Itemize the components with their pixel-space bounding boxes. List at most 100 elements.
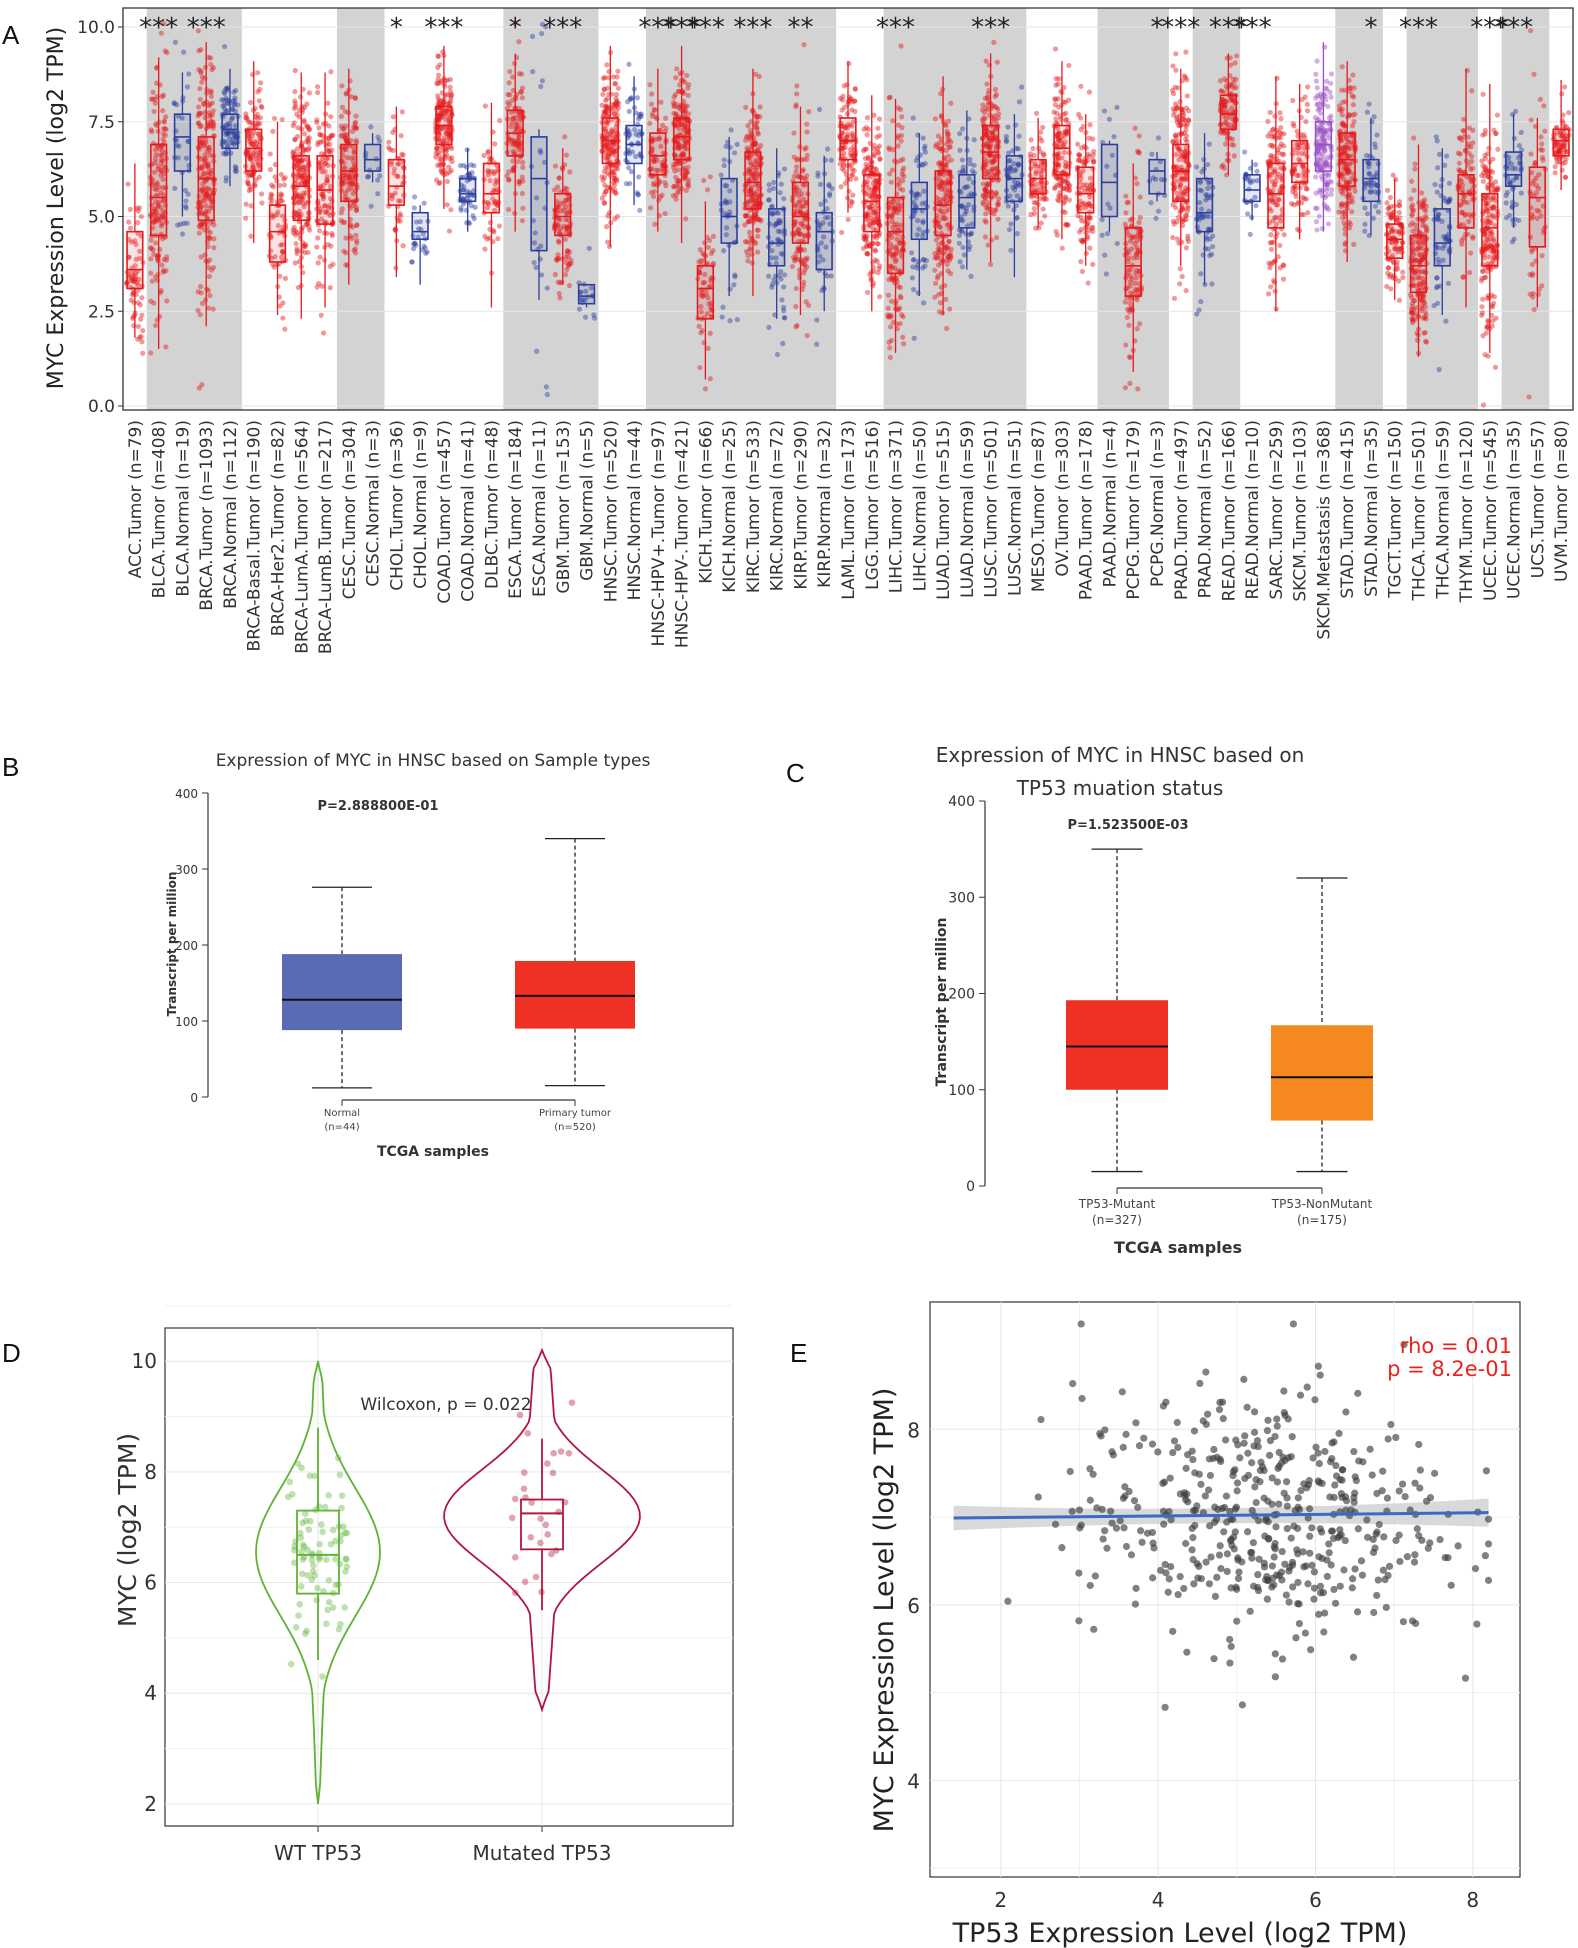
data-point [1210, 243, 1216, 250]
data-point [135, 336, 141, 342]
data-point [1149, 151, 1155, 157]
data-point [198, 70, 204, 76]
data-point [150, 96, 156, 102]
data-point [279, 192, 285, 198]
data-point [637, 114, 643, 120]
data-point [328, 133, 335, 139]
data-point [325, 241, 331, 248]
data-point [519, 190, 525, 197]
data-point [956, 240, 962, 246]
data-point [1231, 142, 1237, 148]
data-point [326, 148, 332, 154]
data-point [1185, 233, 1191, 239]
data-point [947, 270, 954, 277]
data-point [199, 163, 205, 169]
data-point [1207, 253, 1213, 259]
data-point [126, 219, 132, 225]
data-point [960, 126, 966, 132]
data-point [132, 276, 138, 283]
data-point [915, 290, 921, 296]
data-point [700, 250, 706, 256]
iqr-box [340, 143, 358, 203]
data-point [822, 198, 828, 204]
data-point [152, 218, 159, 224]
data-point [899, 125, 905, 131]
data-point [1247, 231, 1253, 237]
data-point [159, 152, 165, 158]
data-point [200, 222, 206, 228]
data-point [601, 86, 607, 92]
data-point [155, 166, 161, 172]
data-point [149, 278, 155, 284]
data-point [1129, 216, 1135, 222]
data-point [163, 126, 169, 133]
data-point [994, 59, 1000, 65]
data-point [200, 186, 206, 192]
data-point [244, 178, 251, 184]
data-point [1040, 206, 1046, 212]
data-point [448, 207, 454, 213]
box-normal [409, 194, 431, 285]
data-point [1183, 288, 1189, 294]
data-point [885, 305, 891, 311]
data-point [662, 179, 668, 186]
data-point [793, 304, 799, 310]
data-point [1042, 213, 1048, 219]
data-point [229, 106, 235, 112]
data-point [1122, 385, 1129, 391]
data-point [1099, 217, 1105, 223]
data-point [1171, 295, 1178, 301]
data-point [303, 139, 309, 145]
data-point [874, 258, 880, 264]
data-point [1059, 245, 1065, 251]
data-point [849, 166, 855, 172]
data-point [198, 156, 204, 162]
data-point [993, 207, 999, 213]
data-point [225, 87, 231, 93]
iqr-box [221, 113, 239, 150]
data-point [152, 147, 159, 153]
data-point [1272, 288, 1278, 294]
data-point [160, 185, 166, 191]
data-point [339, 104, 346, 110]
data-point [291, 224, 297, 231]
data-point [151, 219, 157, 225]
data-point [604, 224, 610, 230]
data-point [482, 246, 488, 252]
data-point [635, 191, 641, 198]
data-point [755, 249, 761, 255]
data-point [207, 229, 213, 236]
data-point [758, 218, 764, 224]
iqr-box [554, 192, 572, 237]
data-point [248, 140, 254, 146]
data-point [506, 177, 512, 183]
data-point [314, 117, 320, 123]
data-point [1051, 185, 1058, 192]
data-point [875, 150, 882, 156]
data-point [487, 219, 493, 226]
data-point [1280, 276, 1287, 282]
data-point [202, 210, 208, 217]
data-point [225, 143, 231, 149]
data-point [1066, 62, 1072, 69]
data-point [201, 156, 207, 163]
data-point [1268, 232, 1274, 238]
data-point [1078, 83, 1084, 89]
data-point [864, 233, 870, 239]
data-point [899, 114, 905, 120]
data-point [1078, 126, 1084, 133]
data-point [196, 104, 202, 110]
data-point [323, 120, 329, 127]
data-point [563, 152, 570, 158]
data-point [343, 262, 349, 268]
data-point [1064, 116, 1070, 122]
data-point [230, 98, 236, 104]
data-point [158, 223, 165, 229]
data-point [844, 81, 850, 88]
data-point [160, 158, 166, 164]
data-point [1043, 196, 1049, 202]
data-point [210, 306, 216, 312]
data-point [164, 298, 170, 304]
data-point [817, 181, 824, 187]
data-point [936, 291, 942, 298]
